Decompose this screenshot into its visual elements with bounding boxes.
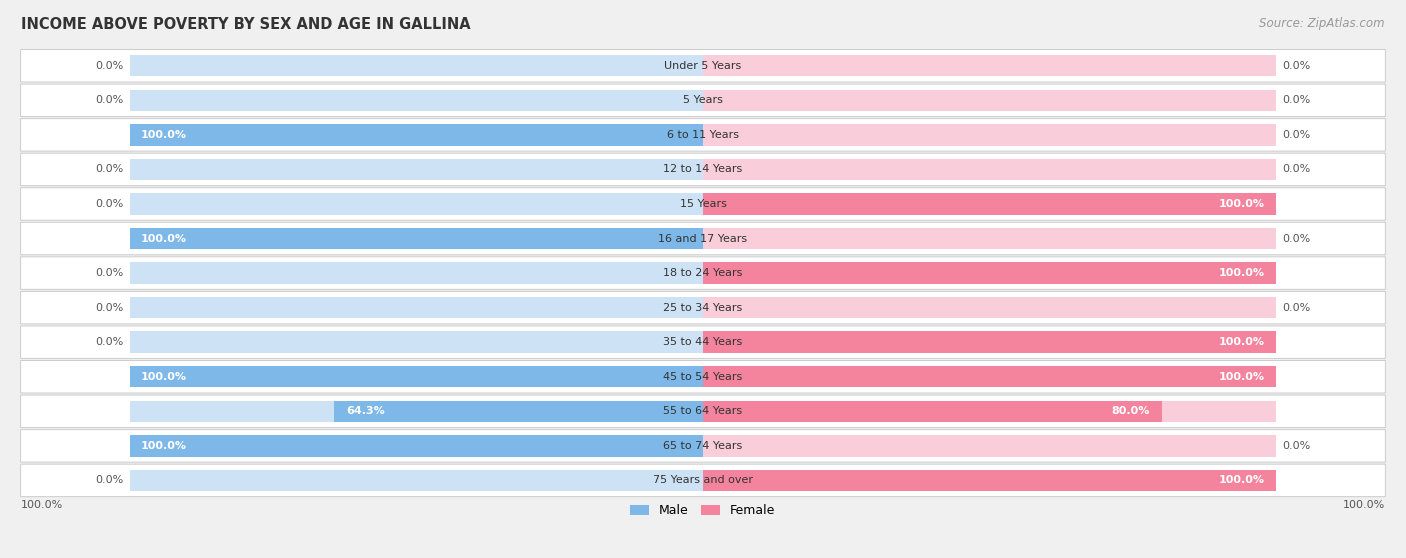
Text: 0.0%: 0.0% bbox=[96, 302, 124, 312]
Text: 55 to 64 Years: 55 to 64 Years bbox=[664, 406, 742, 416]
Bar bbox=[703, 90, 1277, 111]
FancyBboxPatch shape bbox=[21, 257, 1385, 290]
Text: 45 to 54 Years: 45 to 54 Years bbox=[664, 372, 742, 382]
Text: 100.0%: 100.0% bbox=[1219, 337, 1265, 347]
Text: 16 and 17 Years: 16 and 17 Years bbox=[658, 234, 748, 243]
FancyBboxPatch shape bbox=[21, 222, 1385, 255]
Text: 64.3%: 64.3% bbox=[346, 406, 385, 416]
Bar bbox=[703, 401, 1161, 422]
Bar bbox=[129, 435, 703, 456]
FancyBboxPatch shape bbox=[21, 50, 1385, 82]
Bar bbox=[703, 435, 1277, 456]
Bar bbox=[703, 193, 1277, 215]
FancyBboxPatch shape bbox=[21, 84, 1385, 117]
Bar bbox=[129, 55, 703, 76]
Text: 65 to 74 Years: 65 to 74 Years bbox=[664, 441, 742, 451]
Bar bbox=[129, 262, 703, 284]
Bar bbox=[703, 228, 1277, 249]
Text: 100.0%: 100.0% bbox=[141, 441, 187, 451]
Text: 0.0%: 0.0% bbox=[1282, 130, 1310, 140]
Bar bbox=[703, 55, 1277, 76]
Bar bbox=[703, 158, 1277, 180]
Bar bbox=[703, 366, 1277, 387]
Text: 0.0%: 0.0% bbox=[96, 475, 124, 485]
Text: 80.0%: 80.0% bbox=[1112, 406, 1150, 416]
Bar bbox=[129, 124, 703, 146]
Bar bbox=[129, 158, 703, 180]
Bar bbox=[129, 193, 703, 215]
Bar bbox=[703, 124, 1277, 146]
Text: 5 Years: 5 Years bbox=[683, 95, 723, 105]
FancyBboxPatch shape bbox=[21, 430, 1385, 462]
Text: 25 to 34 Years: 25 to 34 Years bbox=[664, 302, 742, 312]
FancyBboxPatch shape bbox=[21, 464, 1385, 497]
Text: 15 Years: 15 Years bbox=[679, 199, 727, 209]
Bar bbox=[703, 262, 1277, 284]
FancyBboxPatch shape bbox=[21, 153, 1385, 186]
Text: INCOME ABOVE POVERTY BY SEX AND AGE IN GALLINA: INCOME ABOVE POVERTY BY SEX AND AGE IN G… bbox=[21, 17, 471, 32]
FancyBboxPatch shape bbox=[21, 395, 1385, 427]
Bar bbox=[703, 470, 1277, 491]
Bar bbox=[703, 470, 1277, 491]
Text: 18 to 24 Years: 18 to 24 Years bbox=[664, 268, 742, 278]
Text: 0.0%: 0.0% bbox=[96, 199, 124, 209]
Text: 100.0%: 100.0% bbox=[1219, 475, 1265, 485]
Text: 35 to 44 Years: 35 to 44 Years bbox=[664, 337, 742, 347]
Text: 0.0%: 0.0% bbox=[1282, 234, 1310, 243]
Text: 75 Years and over: 75 Years and over bbox=[652, 475, 754, 485]
FancyBboxPatch shape bbox=[21, 360, 1385, 393]
Text: 100.0%: 100.0% bbox=[1343, 501, 1385, 511]
Bar bbox=[703, 262, 1277, 284]
Legend: Male, Female: Male, Female bbox=[626, 499, 780, 522]
Text: 100.0%: 100.0% bbox=[21, 501, 63, 511]
Text: 100.0%: 100.0% bbox=[141, 130, 187, 140]
Bar bbox=[335, 401, 703, 422]
Bar bbox=[129, 297, 703, 319]
Text: 12 to 14 Years: 12 to 14 Years bbox=[664, 165, 742, 175]
Text: 100.0%: 100.0% bbox=[1219, 372, 1265, 382]
Bar bbox=[703, 297, 1277, 319]
Text: 0.0%: 0.0% bbox=[1282, 95, 1310, 105]
Text: 100.0%: 100.0% bbox=[1219, 268, 1265, 278]
Bar bbox=[703, 401, 1277, 422]
Text: 100.0%: 100.0% bbox=[141, 372, 187, 382]
Bar bbox=[129, 366, 703, 387]
Bar bbox=[129, 366, 703, 387]
Text: 0.0%: 0.0% bbox=[1282, 441, 1310, 451]
Bar bbox=[129, 228, 703, 249]
Text: Source: ZipAtlas.com: Source: ZipAtlas.com bbox=[1260, 17, 1385, 30]
Text: 0.0%: 0.0% bbox=[96, 165, 124, 175]
FancyBboxPatch shape bbox=[21, 326, 1385, 358]
Bar bbox=[129, 124, 703, 146]
Bar bbox=[129, 470, 703, 491]
Bar bbox=[129, 331, 703, 353]
Text: 0.0%: 0.0% bbox=[96, 268, 124, 278]
Text: 0.0%: 0.0% bbox=[96, 337, 124, 347]
Bar bbox=[703, 193, 1277, 215]
Bar bbox=[129, 401, 703, 422]
Bar bbox=[129, 228, 703, 249]
Text: 0.0%: 0.0% bbox=[1282, 302, 1310, 312]
Text: 0.0%: 0.0% bbox=[1282, 61, 1310, 71]
Bar bbox=[129, 435, 703, 456]
Bar bbox=[703, 366, 1277, 387]
Text: 0.0%: 0.0% bbox=[96, 95, 124, 105]
Text: 0.0%: 0.0% bbox=[1282, 165, 1310, 175]
Text: 6 to 11 Years: 6 to 11 Years bbox=[666, 130, 740, 140]
Text: Under 5 Years: Under 5 Years bbox=[665, 61, 741, 71]
Text: 100.0%: 100.0% bbox=[1219, 199, 1265, 209]
Bar bbox=[703, 331, 1277, 353]
Bar bbox=[129, 90, 703, 111]
FancyBboxPatch shape bbox=[21, 119, 1385, 151]
Bar bbox=[703, 331, 1277, 353]
Text: 0.0%: 0.0% bbox=[96, 61, 124, 71]
Text: 100.0%: 100.0% bbox=[141, 234, 187, 243]
FancyBboxPatch shape bbox=[21, 291, 1385, 324]
FancyBboxPatch shape bbox=[21, 187, 1385, 220]
